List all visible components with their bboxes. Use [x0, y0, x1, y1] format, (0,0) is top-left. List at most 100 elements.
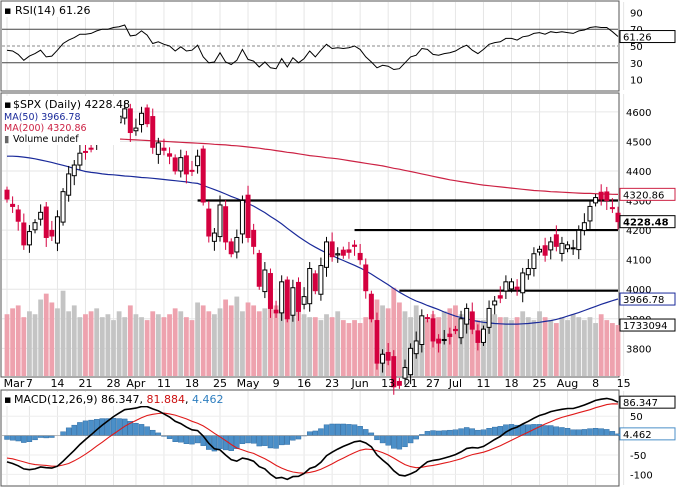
volume-value-badge-box — [619, 318, 676, 332]
macd-histogram-bar — [306, 431, 313, 436]
macd-histogram-bar — [413, 435, 419, 440]
macd-legend-hist: 4.462 — [192, 393, 224, 406]
candle-body — [150, 116, 156, 148]
volume-bar — [279, 311, 285, 376]
x-tick-label: 15 — [617, 377, 631, 390]
volume-bar — [178, 311, 184, 376]
candle-body — [581, 222, 587, 231]
price-tick-label: 3800 — [626, 344, 651, 355]
macd-histogram-bar — [363, 429, 369, 436]
volume-bar — [150, 311, 156, 376]
x-tick-label: Aug — [557, 377, 578, 390]
ma200-legend: MA(200) 4320.86 — [4, 123, 87, 134]
volume-bar — [195, 302, 200, 376]
volume-bar — [615, 325, 621, 376]
x-tick-label: 9 — [273, 377, 280, 390]
candle-body — [251, 229, 257, 247]
x-tick-label: Mar — [4, 377, 25, 390]
volume-bar — [189, 320, 195, 376]
macd-histogram-bar — [452, 429, 459, 436]
candle-body — [559, 242, 565, 254]
volume-bar — [228, 305, 234, 376]
volume-bar — [133, 314, 139, 376]
candle-body — [441, 338, 447, 341]
volume-bar — [553, 323, 559, 376]
macd-legend-icon: ▪ — [4, 393, 11, 406]
candle-body — [167, 153, 173, 157]
macd-legend-sep2: , — [185, 393, 192, 406]
candle-body — [413, 340, 419, 355]
macd-histogram-bar — [65, 427, 72, 436]
x-tick-label: 28 — [107, 377, 121, 390]
volume-bar — [296, 302, 301, 376]
candle-body — [133, 127, 139, 132]
volume-bar — [486, 308, 492, 376]
macd-histogram-bar — [385, 435, 391, 446]
rsi-legend-bg — [2, 2, 106, 17]
price-legend-icon: ▪ — [4, 98, 11, 111]
macd-legend-signal: 81.884 — [147, 393, 186, 406]
candle-body — [396, 380, 402, 386]
volume-bar — [262, 308, 268, 376]
candle-body — [211, 232, 217, 242]
rsi-legend: RSI(14) 61.26 — [15, 4, 90, 17]
macd-histogram-bar — [323, 424, 330, 436]
volume-bar — [385, 308, 391, 376]
macd-histogram-bar — [116, 418, 122, 436]
candle-body — [38, 211, 44, 220]
volume-bar — [99, 317, 105, 376]
macd-histogram-bar — [138, 424, 145, 436]
ma200-value-badge: 4320.86 — [623, 190, 664, 201]
macd-signal-line — [6, 403, 619, 474]
volume-bar — [324, 314, 329, 376]
candle-body — [598, 191, 604, 200]
candle-body — [514, 286, 520, 290]
rsi-tick-label: 30 — [630, 59, 643, 70]
price-tick-label: 4300 — [626, 197, 651, 208]
macd-histogram-bar — [71, 424, 77, 436]
rsi-tick-label: 90 — [630, 8, 643, 19]
candle-body — [324, 241, 330, 268]
candle-body — [352, 244, 358, 247]
candle-body — [189, 169, 195, 172]
macd-histogram-bar — [559, 427, 565, 436]
macd-histogram-bar — [491, 426, 498, 436]
candle-body — [346, 249, 352, 253]
volume-bar — [212, 314, 217, 376]
macd-histogram-bar — [278, 435, 285, 446]
x-tick-label: Jun — [351, 377, 369, 390]
candle-body — [54, 216, 60, 244]
volume-bar — [256, 311, 262, 376]
volume-bar — [368, 311, 374, 376]
macd-histogram-bar — [581, 429, 588, 436]
last-price-badge-box — [619, 215, 676, 229]
macd-histogram-bar — [564, 428, 571, 436]
candle-body — [312, 273, 318, 292]
macd-histogram-bar — [150, 429, 156, 436]
macd-histogram-bar — [26, 435, 33, 442]
volume-bar — [492, 314, 498, 376]
candle-body — [340, 249, 346, 256]
candle-body — [508, 281, 514, 290]
x-tick-label: Apr — [126, 377, 146, 390]
macd-histogram-bar — [9, 435, 16, 441]
candle-body — [172, 157, 178, 172]
candle-body — [279, 281, 285, 314]
macd-histogram-bar — [144, 426, 150, 436]
candle-body — [284, 279, 290, 320]
candle-body — [66, 173, 72, 196]
volume-bar — [217, 308, 223, 376]
candle-body — [548, 241, 554, 251]
candle-body — [262, 269, 268, 293]
volume-bar — [587, 317, 593, 376]
volume-bar — [127, 305, 133, 376]
ma50-value-badge: 3966.78 — [623, 295, 664, 306]
volume-bar — [251, 305, 257, 376]
candle-body — [32, 222, 38, 231]
candle-body — [497, 295, 503, 299]
macd-histogram-bar — [250, 435, 257, 444]
candle-body — [26, 231, 32, 246]
candle-body — [464, 307, 470, 325]
volume-bar — [453, 305, 458, 376]
macd-legend-macd: 86.347 — [101, 393, 140, 406]
